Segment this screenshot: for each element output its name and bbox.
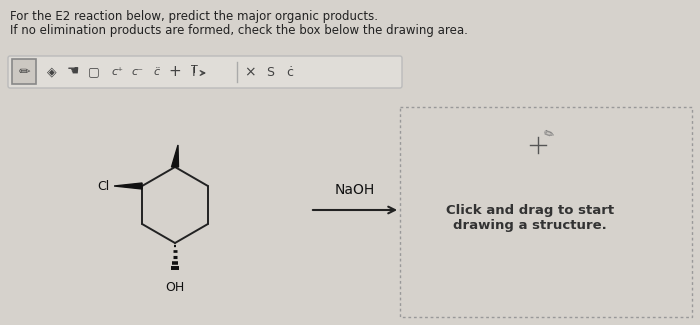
Text: NaOH: NaOH <box>335 183 375 197</box>
Text: c⁺: c⁺ <box>111 67 123 77</box>
Bar <box>400 107 692 317</box>
Text: ✏: ✏ <box>18 65 30 79</box>
Text: T: T <box>190 65 197 75</box>
Text: ✏: ✏ <box>541 127 555 143</box>
Text: Cl: Cl <box>97 179 109 192</box>
FancyBboxPatch shape <box>8 56 402 88</box>
Text: For the E2 reaction below, predict the major organic products.: For the E2 reaction below, predict the m… <box>10 10 378 23</box>
Text: Click and drag to start
drawing a structure.: Click and drag to start drawing a struct… <box>446 204 614 232</box>
Text: ċ: ċ <box>286 66 293 79</box>
Text: ◈: ◈ <box>47 66 57 79</box>
Text: c̈: c̈ <box>154 67 160 77</box>
Text: ☚: ☚ <box>66 65 79 79</box>
Text: S: S <box>266 66 274 79</box>
Text: +: + <box>169 64 181 80</box>
Text: ×: × <box>244 65 256 79</box>
Text: I: I <box>193 66 196 79</box>
Text: ▢: ▢ <box>88 66 100 79</box>
Polygon shape <box>172 145 178 167</box>
Text: If no elimination products are formed, check the box below the drawing area.: If no elimination products are formed, c… <box>10 24 468 37</box>
Text: OH: OH <box>165 281 185 294</box>
Bar <box>12 59 36 84</box>
Polygon shape <box>114 183 142 189</box>
Text: c⁻: c⁻ <box>131 67 143 77</box>
